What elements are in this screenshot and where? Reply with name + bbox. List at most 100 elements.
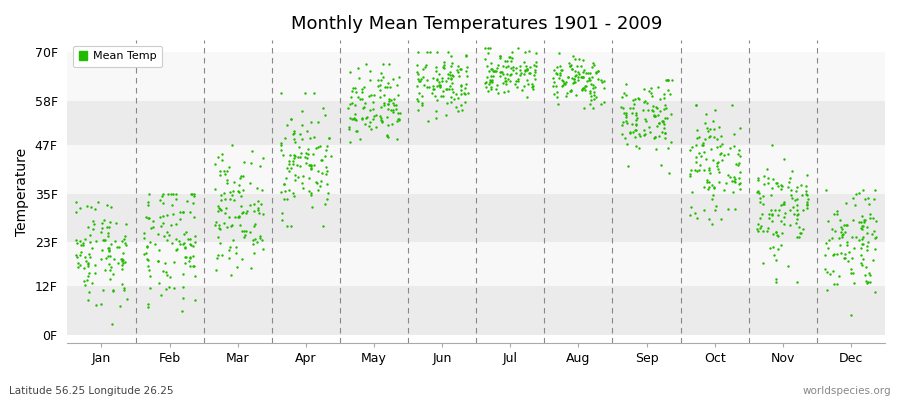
Point (793, 230, 807, 236)
Point (303, 166, 318, 172)
Point (522, 48, 536, 54)
Point (76, 240, 90, 246)
Point (227, 197, 241, 203)
Point (486, 68, 500, 74)
Point (358, 100, 373, 106)
Point (656, 106, 670, 113)
Point (849, 191, 863, 197)
Point (629, 120, 643, 127)
Point (318, 153, 332, 159)
Point (410, 106, 425, 113)
Point (632, 145, 646, 152)
Point (177, 244, 192, 250)
Point (113, 256, 128, 262)
Point (311, 144, 326, 150)
Point (111, 260, 125, 266)
Point (479, 78, 493, 85)
Point (787, 211, 801, 218)
Point (152, 280, 166, 286)
Point (553, 72, 567, 78)
Point (594, 101, 608, 107)
Point (773, 218, 788, 224)
Point (425, 89, 439, 96)
Point (618, 110, 633, 117)
Point (770, 183, 785, 190)
Point (824, 271, 838, 277)
Point (830, 208, 844, 214)
Point (274, 141, 288, 148)
Point (527, 67, 542, 73)
Point (830, 211, 844, 217)
Point (236, 173, 250, 180)
Point (651, 111, 665, 118)
Point (493, 53, 508, 59)
Point (450, 68, 464, 75)
Point (433, 84, 447, 91)
Point (287, 130, 302, 136)
Point (86, 218, 100, 224)
Point (827, 280, 842, 287)
Point (617, 90, 632, 96)
Point (157, 233, 171, 240)
Point (481, 74, 495, 80)
Point (500, 62, 515, 69)
Point (833, 250, 848, 256)
Point (253, 234, 267, 241)
Point (566, 79, 580, 86)
Point (760, 180, 775, 186)
Point (186, 193, 201, 200)
Point (774, 186, 788, 192)
Point (518, 66, 533, 73)
Point (355, 89, 369, 95)
Point (151, 258, 166, 264)
Point (96, 287, 111, 294)
Point (140, 263, 155, 270)
Point (413, 78, 428, 84)
Point (790, 207, 805, 213)
Point (73, 205, 87, 212)
Point (212, 225, 226, 231)
Point (697, 166, 711, 173)
Point (650, 105, 664, 111)
Point (854, 213, 868, 219)
Point (159, 237, 174, 244)
Point (555, 67, 570, 74)
Point (299, 160, 313, 166)
Point (661, 77, 675, 84)
Point (324, 153, 338, 159)
Point (836, 230, 850, 237)
Point (298, 90, 312, 96)
Point (500, 88, 515, 95)
Point (320, 147, 334, 153)
Point (724, 178, 739, 184)
Point (710, 162, 724, 169)
Point (636, 86, 651, 92)
Point (868, 246, 882, 253)
Point (837, 255, 851, 262)
Point (839, 200, 853, 206)
Point (218, 196, 232, 202)
Point (770, 232, 785, 238)
Point (374, 76, 388, 83)
Point (288, 172, 302, 178)
Point (664, 139, 679, 145)
Point (562, 60, 577, 67)
Point (103, 218, 117, 225)
Point (584, 80, 598, 87)
Point (384, 106, 399, 113)
Point (140, 304, 155, 310)
Point (751, 176, 765, 183)
Point (176, 307, 190, 314)
Point (213, 206, 228, 213)
Point (287, 152, 302, 158)
Point (104, 204, 119, 210)
Point (118, 240, 132, 246)
Point (579, 83, 593, 90)
Point (560, 90, 574, 96)
Point (364, 68, 378, 75)
Point (799, 191, 814, 197)
Point (628, 96, 643, 102)
Point (220, 224, 234, 230)
Point (799, 188, 814, 194)
Point (160, 212, 175, 218)
